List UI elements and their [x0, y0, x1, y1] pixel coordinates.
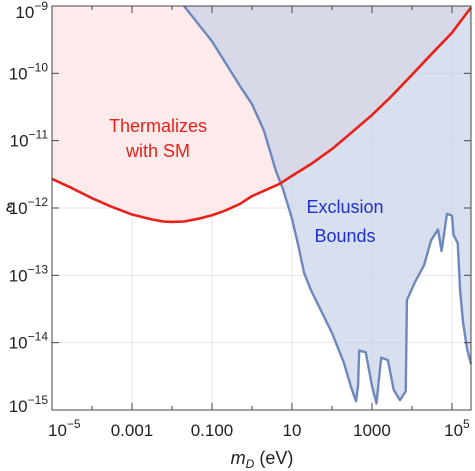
x-axis-label: mD (eV)	[231, 448, 294, 471]
x-axis-label-unit: (eV)	[254, 448, 293, 468]
y-tick-label-5: 10−10	[9, 60, 49, 83]
y-tick-label-6: 10−9	[15, 0, 48, 22]
y-tick-label-2: 10−13	[9, 262, 49, 285]
y-tick-label-0: 10−15	[9, 393, 49, 416]
y-tick-label-3: 10−12	[9, 195, 49, 218]
y-tick-label-4: 10−11	[10, 128, 49, 151]
tick-marks	[51, 5, 471, 411]
y-tick-label-1: 10−14	[9, 330, 49, 353]
thermalization-line	[51, 6, 473, 224]
x-axis-label-main: m	[231, 448, 246, 468]
x-tick-label-5: 105	[444, 417, 470, 440]
annotation-thermalizes: Thermalizes	[109, 116, 207, 136]
x-axis-label-subscript: D	[246, 457, 255, 471]
exclusion-region	[184, 6, 471, 404]
x-tick-labels: 10−5 0.001 0.100 10 1000 105	[48, 417, 470, 440]
y-axis-label: ε	[6, 196, 15, 216]
x-tick-label-2: 0.100	[191, 421, 234, 440]
x-tick-label-4: 1000	[353, 421, 391, 440]
annotation-bounds: Bounds	[314, 226, 375, 246]
annotation-with-sm: with SM	[125, 141, 190, 161]
x-tick-label-0: 10−5	[48, 417, 81, 440]
exclusion-boundary-line	[183, 5, 473, 405]
x-tick-label-1: 0.001	[111, 421, 154, 440]
annotation-exclusion: Exclusion	[306, 197, 383, 217]
y-tick-labels: 10−15 10−14 10−13 10−12 10−11 10−10 10−9	[9, 0, 49, 416]
x-tick-label-3: 10	[282, 421, 301, 440]
